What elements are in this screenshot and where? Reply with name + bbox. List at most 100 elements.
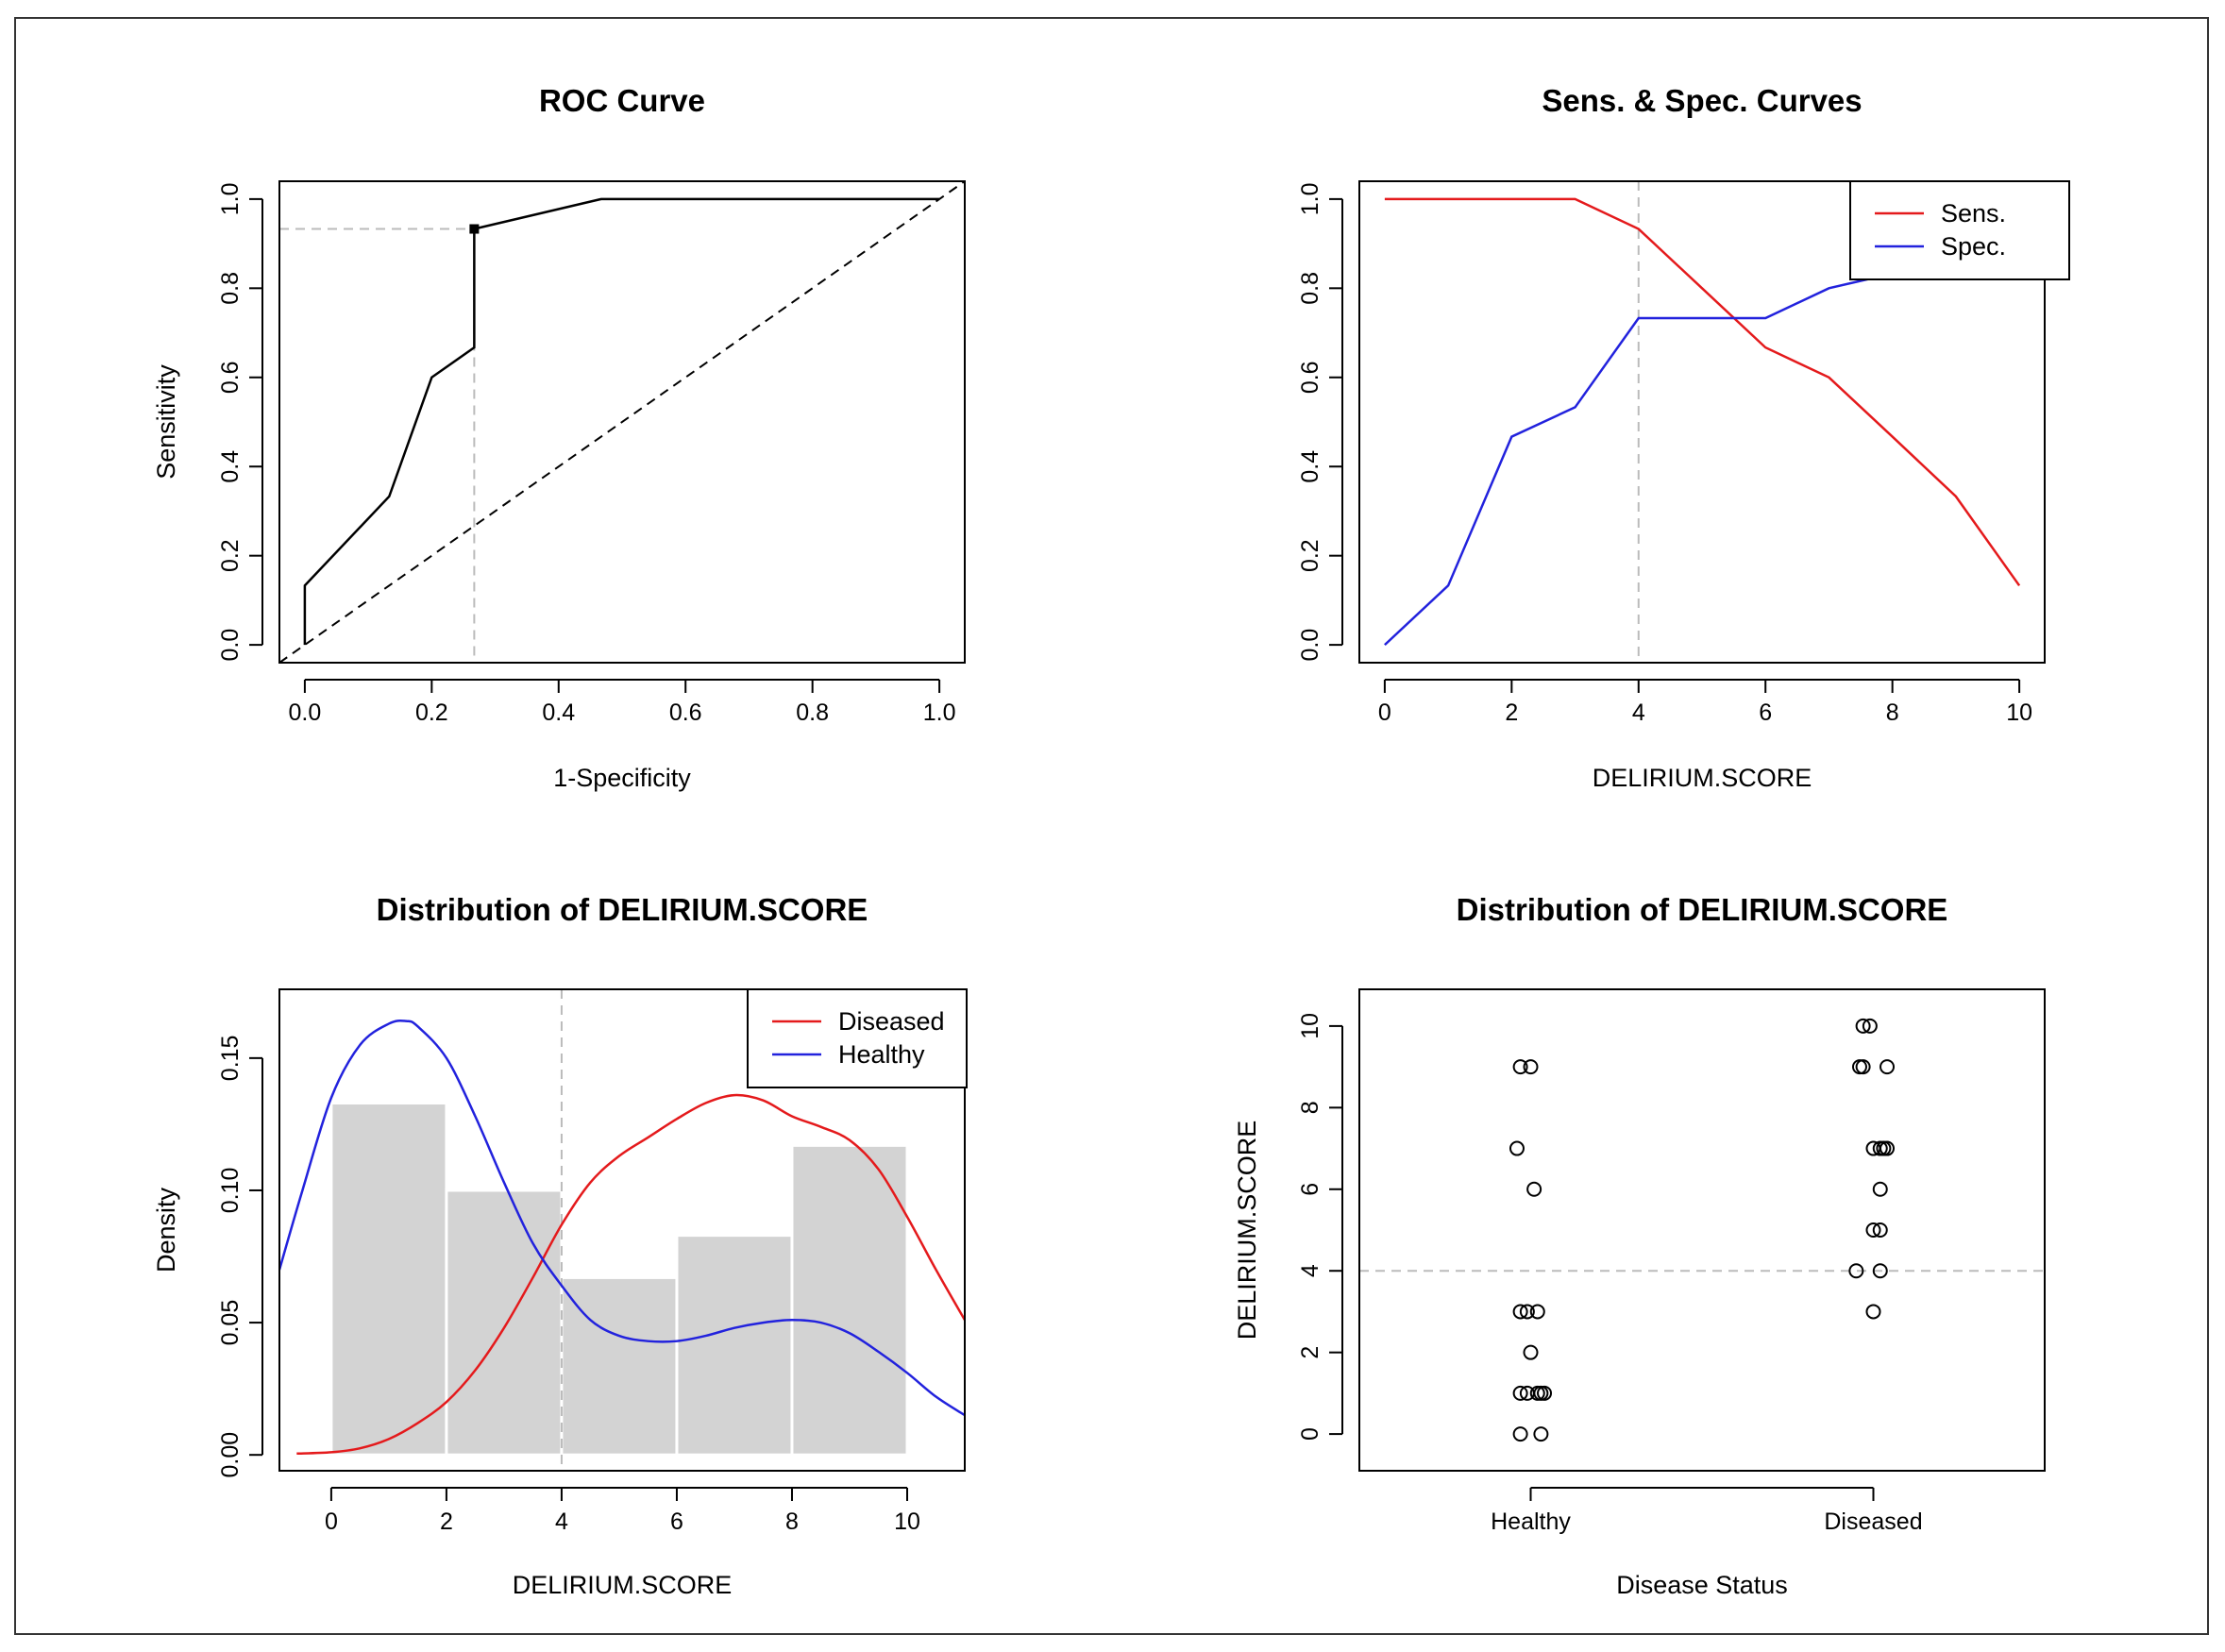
x-axis-label: 1-Specificity xyxy=(553,764,691,792)
data-point-healthy xyxy=(1519,1304,1535,1320)
y-tick-label: 8 xyxy=(1297,1101,1323,1114)
data-point-healthy xyxy=(1512,1426,1528,1442)
plot-area xyxy=(279,989,965,1471)
x-axis-label: Disease Status xyxy=(1616,1571,1788,1599)
y-tick-label: 1.0 xyxy=(217,183,244,216)
x-tick-label: 2 xyxy=(440,1509,453,1535)
reference-diagonal xyxy=(279,181,965,663)
y-tick-label: 0.8 xyxy=(1297,272,1323,305)
legend-label: Sens. xyxy=(1941,199,2006,228)
chart-title: Sens. & Spec. Curves xyxy=(1542,83,1862,118)
data-point-diseased xyxy=(1865,1222,1881,1238)
x-axis-label: DELIRIUM.SCORE xyxy=(513,1571,733,1599)
data-point-healthy xyxy=(1523,1059,1539,1075)
x-category-label: Diseased xyxy=(1824,1509,1922,1535)
x-tick-label: 10 xyxy=(2006,700,2032,726)
x-tick-label: 8 xyxy=(785,1509,799,1535)
y-tick-label: 2 xyxy=(1297,1346,1323,1359)
y-tick-label: 0.00 xyxy=(217,1432,244,1478)
y-axis-label: Density xyxy=(152,1187,180,1273)
y-tick-label: 4 xyxy=(1297,1264,1323,1277)
plot-box xyxy=(278,988,966,1472)
y-tick-label: 0 xyxy=(1297,1427,1323,1441)
y-tick-label: 10 xyxy=(1297,1013,1323,1039)
x-tick-label: 4 xyxy=(1632,700,1645,726)
x-tick-label: 0 xyxy=(1378,700,1391,726)
x-tick-label: 0.4 xyxy=(542,700,575,726)
legend-label: Diseased xyxy=(838,1007,945,1036)
data-point-diseased xyxy=(1865,1304,1881,1320)
y-tick-label: 0.0 xyxy=(217,629,244,662)
panel-3 xyxy=(249,988,968,1501)
y-tick-label: 0.4 xyxy=(217,450,244,483)
y-tick-label: 0.10 xyxy=(217,1168,244,1214)
x-tick-label: 4 xyxy=(555,1509,568,1535)
y-axis-label: Sensitivity xyxy=(152,364,180,480)
plot-area xyxy=(1359,1018,2045,1442)
y-tick-label: 6 xyxy=(1297,1183,1323,1196)
data-point-diseased xyxy=(1855,1018,1871,1034)
x-tick-label: 0.0 xyxy=(289,700,322,726)
histogram-bar xyxy=(675,1234,794,1457)
histogram-bar xyxy=(790,1143,909,1457)
chart-title: ROC Curve xyxy=(539,83,705,118)
chart-title: Distribution of DELIRIUM.SCORE xyxy=(1457,892,1948,927)
y-tick-label: 0.05 xyxy=(217,1300,244,1346)
panel-2 xyxy=(1329,180,2070,693)
x-tick-label: 2 xyxy=(1505,700,1518,726)
y-tick-label: 0.6 xyxy=(217,361,244,394)
data-point-healthy xyxy=(1512,1304,1528,1320)
x-tick-label: 0.2 xyxy=(415,700,448,726)
x-tick-label: 6 xyxy=(670,1509,683,1535)
data-point-diseased xyxy=(1855,1059,1871,1075)
y-tick-label: 0.4 xyxy=(1297,450,1323,483)
histogram-bar xyxy=(329,1101,448,1457)
series-line-diseased xyxy=(296,1093,965,1456)
y-axis-label: DELIRIUM.SCORE xyxy=(1233,1121,1261,1340)
y-tick-label: 0.6 xyxy=(1297,361,1323,394)
histogram-bar xyxy=(560,1275,679,1457)
x-tick-label: 6 xyxy=(1759,700,1772,726)
x-tick-label: 1.0 xyxy=(923,700,956,726)
data-point-diseased xyxy=(1862,1018,1878,1034)
y-tick-label: 1.0 xyxy=(1297,183,1323,216)
legend-label: Healthy xyxy=(838,1040,925,1069)
y-tick-label: 0.2 xyxy=(217,539,244,572)
data-point-healthy xyxy=(1509,1140,1525,1156)
series-line-sens xyxy=(1384,197,2021,587)
legend-box xyxy=(747,988,968,1088)
data-point-diseased xyxy=(1848,1263,1864,1279)
y-tick-label: 0.2 xyxy=(1297,539,1323,572)
plot-box xyxy=(1358,180,2046,664)
data-point-diseased xyxy=(1879,1059,1896,1075)
y-tick-label: 0.8 xyxy=(217,272,244,305)
chart-title: Distribution of DELIRIUM.SCORE xyxy=(377,892,868,927)
data-point-diseased xyxy=(1872,1263,1888,1279)
legend-label: Spec. xyxy=(1941,232,2006,261)
x-tick-label: 8 xyxy=(1886,700,1899,726)
x-tick-label: 0.8 xyxy=(796,700,829,726)
y-tick-label: 0.0 xyxy=(1297,629,1323,662)
legend-box xyxy=(1849,180,2070,280)
data-point-healthy xyxy=(1529,1304,1545,1320)
plot-area xyxy=(279,181,965,663)
plot-box xyxy=(278,180,966,664)
panel-4 xyxy=(1329,988,2046,1501)
series-line-healthy xyxy=(279,1019,965,1417)
data-point-healthy xyxy=(1526,1181,1542,1197)
data-point-healthy xyxy=(1512,1385,1528,1401)
x-axis-label: DELIRIUM.SCORE xyxy=(1593,764,1812,792)
data-point-diseased xyxy=(1879,1140,1896,1156)
x-category-label: Healthy xyxy=(1491,1509,1571,1535)
data-point-healthy xyxy=(1537,1385,1553,1401)
data-point-diseased xyxy=(1872,1181,1888,1197)
histogram-bar xyxy=(445,1188,564,1457)
optimal-point xyxy=(469,224,480,234)
data-point-diseased xyxy=(1872,1222,1888,1238)
panel-1 xyxy=(249,180,966,693)
data-point-healthy xyxy=(1512,1059,1528,1075)
data-point-healthy xyxy=(1533,1426,1549,1442)
x-tick-label: 0.6 xyxy=(669,700,702,726)
y-tick-label: 0.15 xyxy=(217,1036,244,1082)
